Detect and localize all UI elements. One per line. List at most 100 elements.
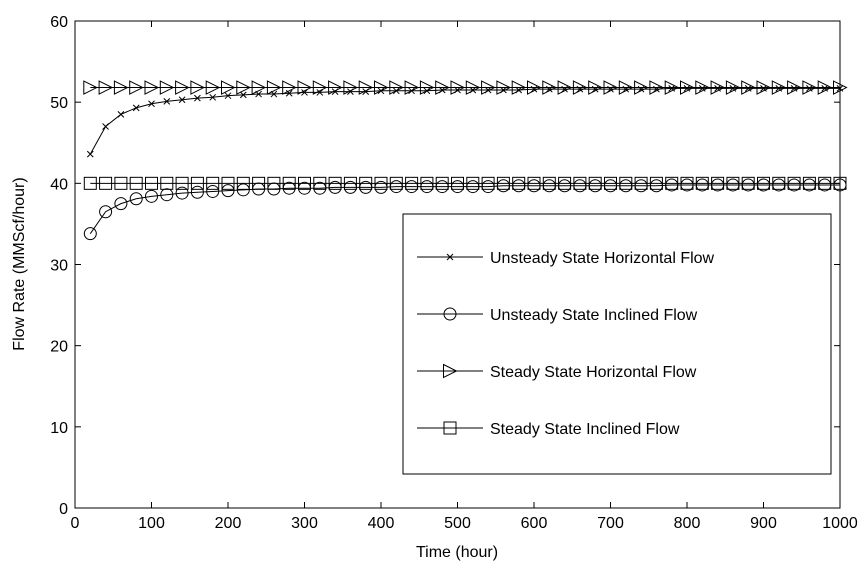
data-point (802, 80, 818, 95)
data-point (160, 176, 174, 190)
x-marker-stroke (178, 96, 186, 104)
data-point (741, 176, 755, 190)
data-point (542, 80, 557, 95)
x-tick-label: 1000 (822, 515, 858, 532)
data-point (389, 176, 403, 190)
x-tick-label: 600 (521, 515, 548, 532)
data-point (206, 184, 220, 198)
x-marker-stroke (683, 85, 691, 92)
data-point (756, 80, 772, 95)
x-marker-stroke (836, 85, 844, 92)
data-point (98, 80, 114, 95)
x-marker-stroke (285, 89, 293, 97)
series-line (89, 87, 840, 155)
data-point (787, 80, 802, 95)
data-point (224, 92, 232, 100)
axis-ticks: 0 100 200 300 400 500 600 700 800 900 1000 0 10 20 30 4… (50, 14, 858, 532)
data-point (114, 197, 128, 211)
data-point (511, 80, 527, 95)
x-marker-stroke (132, 104, 140, 112)
data-point (619, 176, 633, 190)
data-point (695, 80, 710, 95)
data-point (117, 110, 125, 118)
data-point (618, 80, 634, 95)
data-point (787, 176, 801, 190)
x-marker-stroke (255, 90, 262, 98)
legend-item: Unsteady State Inclined Flow (417, 307, 698, 324)
data-point (313, 176, 327, 190)
data-point (148, 100, 155, 108)
series-line (89, 184, 840, 234)
data-point (359, 176, 373, 190)
data-point (285, 89, 293, 97)
data-point (129, 176, 143, 190)
x-marker-stroke (744, 85, 752, 92)
data-point (102, 123, 109, 130)
x-marker-stroke (668, 85, 676, 92)
data-point (221, 184, 235, 198)
data-point (634, 80, 649, 95)
data-point (557, 80, 573, 95)
x-marker-stroke (270, 90, 278, 98)
data-point (239, 91, 247, 99)
data-point (190, 176, 204, 190)
y-tick-label: 50 (50, 95, 68, 112)
x-marker-stroke (790, 85, 798, 92)
data-point (744, 85, 752, 92)
data-point (725, 80, 741, 95)
x-marker-stroke (714, 85, 721, 92)
data-point (818, 176, 832, 190)
data-point (113, 80, 129, 95)
data-point (282, 80, 297, 95)
data-point (481, 80, 496, 95)
data-point (209, 93, 217, 101)
data-point (435, 176, 449, 190)
data-point (236, 176, 250, 190)
data-point (634, 176, 648, 190)
data-point (389, 80, 404, 95)
x-tick-label: 700 (597, 515, 624, 532)
data-point (665, 176, 679, 190)
x-marker-stroke (102, 123, 109, 130)
x-tick-label: 500 (444, 515, 471, 532)
data-point (512, 176, 526, 190)
data-point (163, 98, 171, 105)
data-point (420, 176, 434, 190)
data-point (680, 80, 695, 95)
x-tick-label: 900 (750, 515, 777, 532)
data-point (328, 80, 343, 95)
data-point (312, 80, 328, 95)
data-point (221, 80, 236, 95)
data-point (714, 85, 721, 92)
data-point (206, 176, 220, 190)
data-point (316, 89, 324, 96)
data-point (695, 176, 709, 190)
data-point (481, 176, 495, 190)
x-tick-label: 800 (674, 515, 701, 532)
data-point (451, 176, 464, 190)
data-point (496, 176, 510, 190)
data-point (160, 188, 174, 202)
data-point (757, 176, 770, 190)
data-point (358, 80, 374, 95)
x-marker-stroke (239, 91, 247, 99)
data-point (301, 89, 308, 96)
x-marker-stroke (301, 89, 308, 96)
y-tick-label: 30 (50, 258, 68, 275)
data-point (145, 189, 158, 203)
x-tick-label: 100 (138, 515, 165, 532)
data-point (588, 80, 603, 95)
legend-item: Steady State Inclined Flow (417, 421, 680, 438)
data-point (404, 80, 420, 95)
data-point (465, 80, 481, 95)
legend-marker (443, 363, 458, 379)
data-point (298, 176, 311, 190)
x-marker-stroke (446, 253, 454, 261)
data-point (649, 176, 663, 190)
data-point (698, 85, 706, 92)
data-point (374, 80, 389, 95)
data-point (836, 85, 844, 92)
data-point (435, 80, 450, 95)
data-point (419, 80, 435, 95)
data-point (710, 80, 726, 95)
